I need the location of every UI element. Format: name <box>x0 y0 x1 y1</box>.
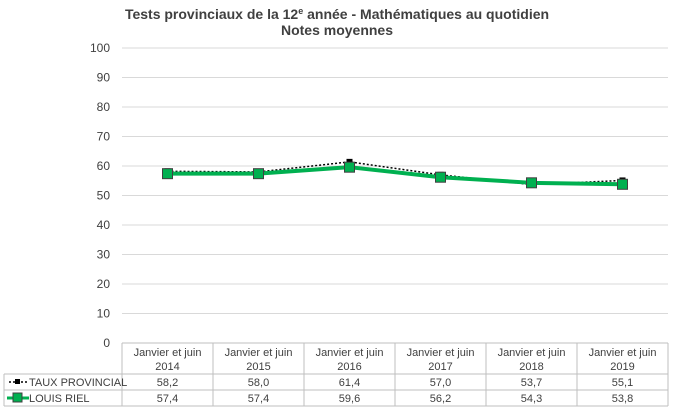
data-point <box>162 168 173 180</box>
data-table-value: 57,4 <box>157 393 178 405</box>
data-point <box>435 171 446 183</box>
data-table-value: 57,0 <box>430 377 451 389</box>
data-point <box>526 177 537 189</box>
y-tick-label: 70 <box>97 130 111 144</box>
category-label: Janvier et juin <box>316 347 384 359</box>
y-tick-label: 90 <box>97 71 111 85</box>
legend-label: TAUX PROVINCIAL <box>29 377 127 389</box>
y-tick-label: 30 <box>97 248 111 262</box>
category-year: 2019 <box>610 361 634 373</box>
gridlines <box>122 47 668 314</box>
y-axis-ticks: 0 10 20 30 40 50 60 70 80 90 100 <box>90 41 110 350</box>
data-point <box>344 161 355 173</box>
y-tick-label: 60 <box>97 159 111 173</box>
series-line-louis-riel <box>167 165 623 187</box>
category-year: 2017 <box>428 361 452 373</box>
chart-title: Tests provinciaux de la 12e année - Math… <box>125 6 549 22</box>
legend-marker <box>12 392 23 403</box>
data-table-value: 59,6 <box>339 393 360 405</box>
data-table-value: 58,0 <box>248 377 269 389</box>
data-table-value: 61,4 <box>339 377 360 389</box>
y-tick-label: 80 <box>97 100 111 114</box>
data-table-value: 57,4 <box>248 393 269 405</box>
category-label: Janvier et juin <box>589 347 657 359</box>
data-table-value: 58,2 <box>157 377 178 389</box>
data-table-value: 53,8 <box>612 393 633 405</box>
category-year: 2018 <box>519 361 543 373</box>
category-year: 2016 <box>337 361 361 373</box>
data-table-value: 53,7 <box>521 377 542 389</box>
y-tick-label: 100 <box>90 41 110 55</box>
legend-marker <box>15 379 20 384</box>
legend-label: LOUIS RIEL <box>29 393 90 405</box>
y-tick-label: 20 <box>97 277 111 291</box>
data-table: Janvier et juin 2014 Janvier et juin 2015 Ja… <box>3 342 669 407</box>
category-label: Janvier et juin <box>225 347 293 359</box>
y-tick-label: 0 <box>103 336 110 350</box>
category-year: 2014 <box>155 361 179 373</box>
y-tick-label: 10 <box>97 307 111 321</box>
data-point <box>253 168 264 180</box>
data-table-value: 55,1 <box>612 377 633 389</box>
data-table-value: 56,2 <box>430 393 451 405</box>
category-label: Janvier et juin <box>407 347 475 359</box>
y-tick-label: 50 <box>97 189 111 203</box>
data-point <box>617 178 628 190</box>
category-year: 2015 <box>246 361 270 373</box>
category-label: Janvier et juin <box>134 347 202 359</box>
y-tick-label: 40 <box>97 218 111 232</box>
series-lines <box>162 158 628 190</box>
chart-subtitle: Notes moyennes <box>281 22 393 38</box>
data-table-value: 54,3 <box>521 393 542 405</box>
category-label: Janvier et juin <box>498 347 566 359</box>
